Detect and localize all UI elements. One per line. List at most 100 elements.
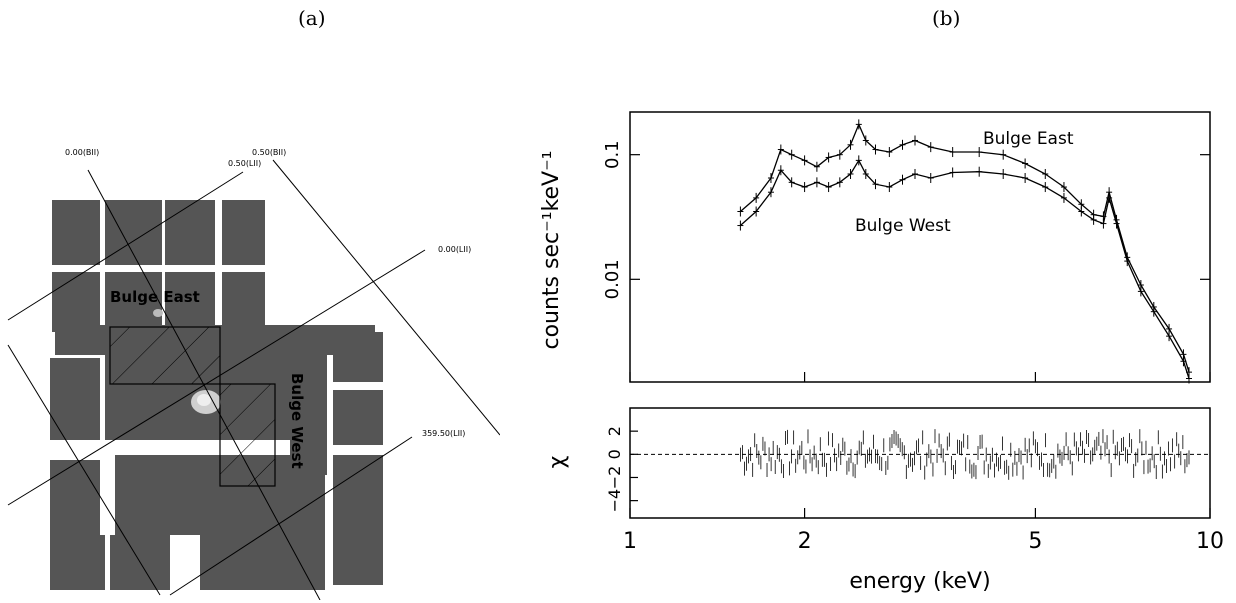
ccd-chip (50, 460, 105, 590)
data-point (767, 187, 774, 198)
data-point (801, 155, 808, 166)
data-point (886, 182, 893, 193)
residual-layer (630, 429, 1210, 480)
x-tick-label: 1 (623, 529, 637, 554)
y-tick-label: 0.01 (602, 259, 623, 299)
residual-y-tick-label: −4 (605, 489, 624, 513)
xray-map: 0.00(BII) 0.50(BII) 0.50(LII) 0.00(LII) … (7, 148, 500, 600)
data-point (1137, 286, 1144, 297)
data-point (1166, 331, 1173, 342)
ccd-chip (105, 272, 162, 332)
ccd-chip (52, 200, 100, 265)
data-point (1078, 206, 1085, 217)
data-point (788, 177, 795, 188)
residual-y-axis-label: χ (545, 455, 570, 468)
grid-line-b05 (272, 159, 500, 436)
x-tick-label: 2 (798, 529, 812, 554)
residual-y-tick-label: 0 (605, 449, 624, 459)
ccd-chip (110, 455, 325, 535)
ccd-chip (50, 358, 100, 443)
data-point (847, 139, 854, 150)
annotation-bulge-west: Bulge West (855, 216, 951, 236)
data-point (836, 149, 843, 160)
data-point (847, 168, 854, 179)
region-bulge-west (219, 383, 276, 487)
grid-line-l0 (7, 249, 426, 506)
annotation-bulge-east: Bulge East (983, 129, 1074, 149)
ccd-chip (333, 455, 383, 585)
panel-label-a: (a) (298, 6, 326, 30)
data-point (1150, 306, 1157, 317)
x-tick-label: 5 (1028, 529, 1042, 554)
data-point (836, 177, 843, 188)
axis-layer: 0.01 0.1 −4−2 0 2 1 2 5 10 (602, 140, 1224, 554)
residual-y-tick-label: 2 (605, 426, 624, 436)
data-point (855, 155, 862, 166)
data-point (813, 161, 820, 172)
data-point (825, 182, 832, 193)
data-point (825, 152, 832, 163)
data-point (753, 206, 760, 217)
data-point (899, 139, 906, 150)
data-point (872, 144, 879, 155)
data-point (911, 168, 918, 179)
faint-source (153, 309, 163, 317)
data-point (1060, 182, 1067, 193)
label-bulge-west: Bulge West (288, 373, 306, 469)
data-point (1180, 356, 1187, 367)
grid-label-b0: 0.00(BII) (65, 148, 99, 157)
ccd-chip (222, 272, 265, 332)
grid-line-l359 (169, 436, 413, 596)
grid-line-b-05 (7, 344, 161, 596)
data-point (777, 144, 784, 155)
ccd-chip (333, 332, 383, 382)
ccd-chip (165, 272, 215, 332)
data-point (777, 165, 784, 176)
data-point (737, 220, 744, 231)
data-point (1022, 172, 1029, 183)
data-point (1113, 218, 1120, 229)
data-point (1000, 149, 1007, 160)
data-point (1106, 192, 1113, 203)
bright-source-core (197, 394, 211, 406)
data-point (813, 177, 820, 188)
ccd-chip (165, 200, 215, 265)
grid-label-l359: 359.50(LII) (422, 429, 465, 438)
x-tick-label: 10 (1196, 529, 1224, 554)
data-point (886, 147, 893, 158)
spectrum-layer (737, 119, 1192, 384)
data-point (1090, 214, 1097, 225)
ccd-chip (290, 325, 327, 475)
data-point (1042, 168, 1049, 179)
label-bulge-east: Bulge East (110, 288, 200, 306)
chip-gap (100, 440, 115, 535)
data-point (1124, 256, 1131, 267)
grid-labels: 0.00(BII) 0.50(BII) 0.50(LII) 0.00(LII) … (65, 148, 471, 438)
data-point (949, 167, 956, 178)
data-point (872, 179, 879, 190)
coordinate-grid (7, 159, 500, 600)
ccd-chip (200, 535, 325, 590)
data-point (1000, 168, 1007, 179)
data-point (927, 172, 934, 183)
data-point (855, 119, 862, 130)
data-point (788, 149, 795, 160)
panel-label-b: (b) (932, 6, 961, 30)
data-point (949, 147, 956, 158)
spectrum-axes-frame (629, 111, 1211, 383)
grid-label-l05: 0.50(LII) (228, 159, 261, 168)
ccd-chip (222, 200, 265, 265)
ccd-chip (333, 390, 383, 445)
data-point (862, 135, 869, 146)
series-line-bulge-west (739, 159, 1190, 379)
y-axis-label: counts sec⁻¹keV⁻¹ (539, 150, 564, 349)
grid-label-b05: 0.50(BII) (252, 148, 286, 157)
data-point (1022, 158, 1029, 169)
grid-line-l05 (7, 171, 244, 321)
data-point (862, 168, 869, 179)
data-point (976, 147, 983, 158)
data-point (1060, 192, 1067, 203)
residual-axes-frame (629, 407, 1211, 519)
data-point (976, 166, 983, 177)
data-point (911, 135, 918, 146)
